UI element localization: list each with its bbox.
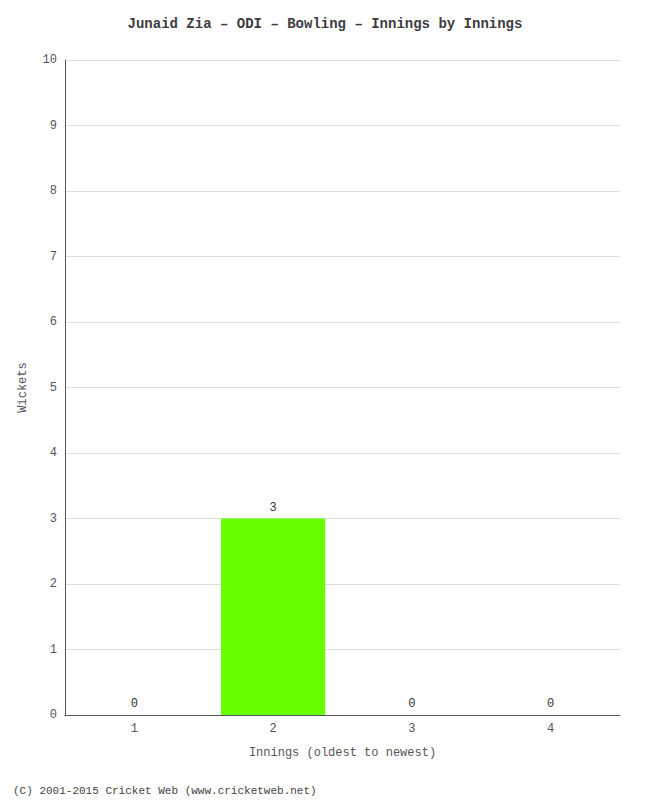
svg-text:0: 0 bbox=[408, 697, 415, 711]
svg-text:1: 1 bbox=[50, 643, 57, 657]
svg-text:Junaid Zia – ODI – Bowling – I: Junaid Zia – ODI – Bowling – Innings by … bbox=[128, 16, 523, 32]
svg-text:8: 8 bbox=[50, 184, 57, 198]
svg-text:Wickets: Wickets bbox=[16, 362, 30, 412]
svg-text:3: 3 bbox=[270, 501, 277, 515]
svg-text:2: 2 bbox=[50, 577, 57, 591]
svg-text:4: 4 bbox=[547, 722, 554, 736]
svg-text:5: 5 bbox=[50, 381, 57, 395]
svg-text:2: 2 bbox=[270, 722, 277, 736]
svg-text:0: 0 bbox=[547, 697, 554, 711]
svg-text:7: 7 bbox=[50, 250, 57, 264]
svg-text:3: 3 bbox=[408, 722, 415, 736]
svg-text:9: 9 bbox=[50, 119, 57, 133]
svg-text:4: 4 bbox=[50, 446, 57, 460]
svg-text:1: 1 bbox=[131, 722, 138, 736]
svg-text:6: 6 bbox=[50, 315, 57, 329]
svg-text:0: 0 bbox=[50, 708, 57, 722]
svg-text:(C) 2001-2015 Cricket Web (www: (C) 2001-2015 Cricket Web (www.cricketwe… bbox=[13, 785, 317, 797]
svg-text:0: 0 bbox=[131, 697, 138, 711]
svg-text:10: 10 bbox=[43, 53, 57, 67]
svg-text:Innings (oldest to newest): Innings (oldest to newest) bbox=[249, 746, 436, 760]
svg-text:3: 3 bbox=[50, 512, 57, 526]
